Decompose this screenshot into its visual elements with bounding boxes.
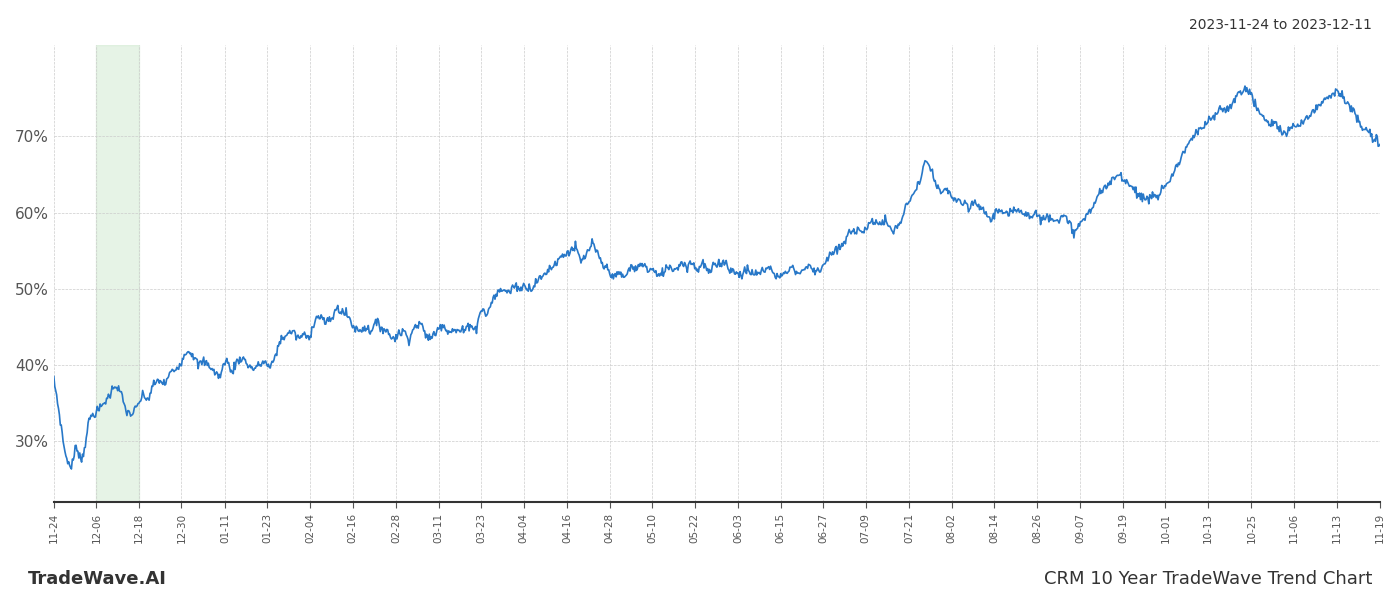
Text: CRM 10 Year TradeWave Trend Chart: CRM 10 Year TradeWave Trend Chart bbox=[1043, 570, 1372, 588]
Bar bbox=[97, 45, 139, 502]
Text: TradeWave.AI: TradeWave.AI bbox=[28, 570, 167, 588]
Text: 2023-11-24 to 2023-12-11: 2023-11-24 to 2023-12-11 bbox=[1189, 18, 1372, 32]
